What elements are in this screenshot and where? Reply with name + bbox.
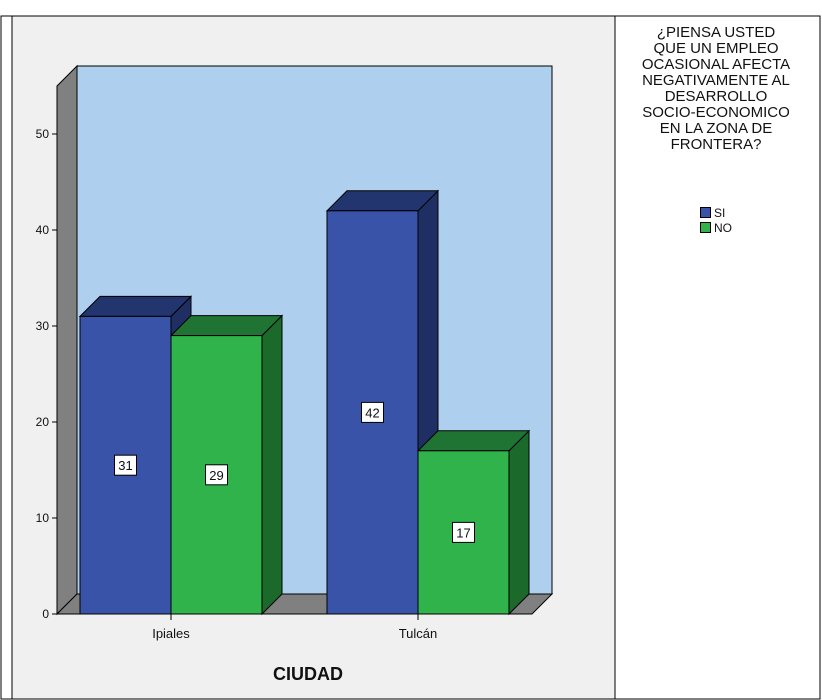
legend-label: NO (714, 221, 732, 235)
data-label-box (361, 401, 384, 423)
legend-title-line: DESARROLLO (664, 88, 768, 105)
y-tick-label: 40 (36, 223, 50, 237)
bar-top (325, 190, 440, 212)
y-tick-label: 30 (36, 319, 50, 333)
data-label-box (205, 464, 228, 486)
x-category-label: Ipiales (152, 626, 190, 641)
y-tick-label: 0 (42, 607, 49, 621)
bar-top (416, 430, 531, 452)
legend-swatch (700, 222, 711, 233)
x-category-label: Tulcán (399, 626, 438, 641)
legend-title-line: FRONTERA? (670, 136, 762, 153)
y-tick-label: 20 (36, 415, 50, 429)
left-wall (56, 64, 78, 616)
bar-top (169, 315, 284, 337)
legend-title: ¿PIENSA USTED QUE UN EMPLEO OCASIONAL AFEC… (623, 25, 809, 153)
legend: ¿PIENSA USTED QUE UN EMPLEO OCASIONAL AFEC… (623, 21, 813, 691)
data-label-box (114, 454, 137, 476)
y-tick-label: 10 (36, 511, 50, 525)
x-axis-title: CIUDAD (273, 664, 343, 684)
legend-title-line: ¿PIENSA USTED (656, 24, 776, 41)
data-label-box (452, 521, 475, 543)
y-tick-label: 50 (36, 127, 50, 141)
legend-title-line: EN LA ZONA DE (659, 120, 773, 137)
data-label: 29 (209, 468, 223, 483)
y-axis: 0 10 20 30 40 50 (36, 86, 58, 621)
bar-no-tulcán: 17 (416, 429, 531, 616)
legend-title-line: SOCIO-ECONOMICO (642, 104, 790, 121)
data-label: 17 (456, 525, 470, 540)
bars-layer: 31 29 42 17 (78, 189, 531, 616)
bar-top (78, 295, 193, 317)
legend-title-line: NEGATIVAMENTE AL (642, 72, 790, 89)
legend-swatch (700, 207, 711, 218)
bar-side (261, 314, 283, 616)
x-axis: Ipiales Tulcán (152, 614, 437, 641)
bar-side (508, 429, 530, 616)
data-label: 31 (118, 458, 132, 473)
legend-title-line: QUE UN EMPLEO (653, 40, 779, 57)
legend-label: SI (714, 206, 726, 220)
bar-no-ipiales: 29 (169, 314, 284, 616)
data-label: 42 (365, 405, 379, 420)
legend-title-line: OCASIONAL AFECTA (641, 56, 791, 73)
